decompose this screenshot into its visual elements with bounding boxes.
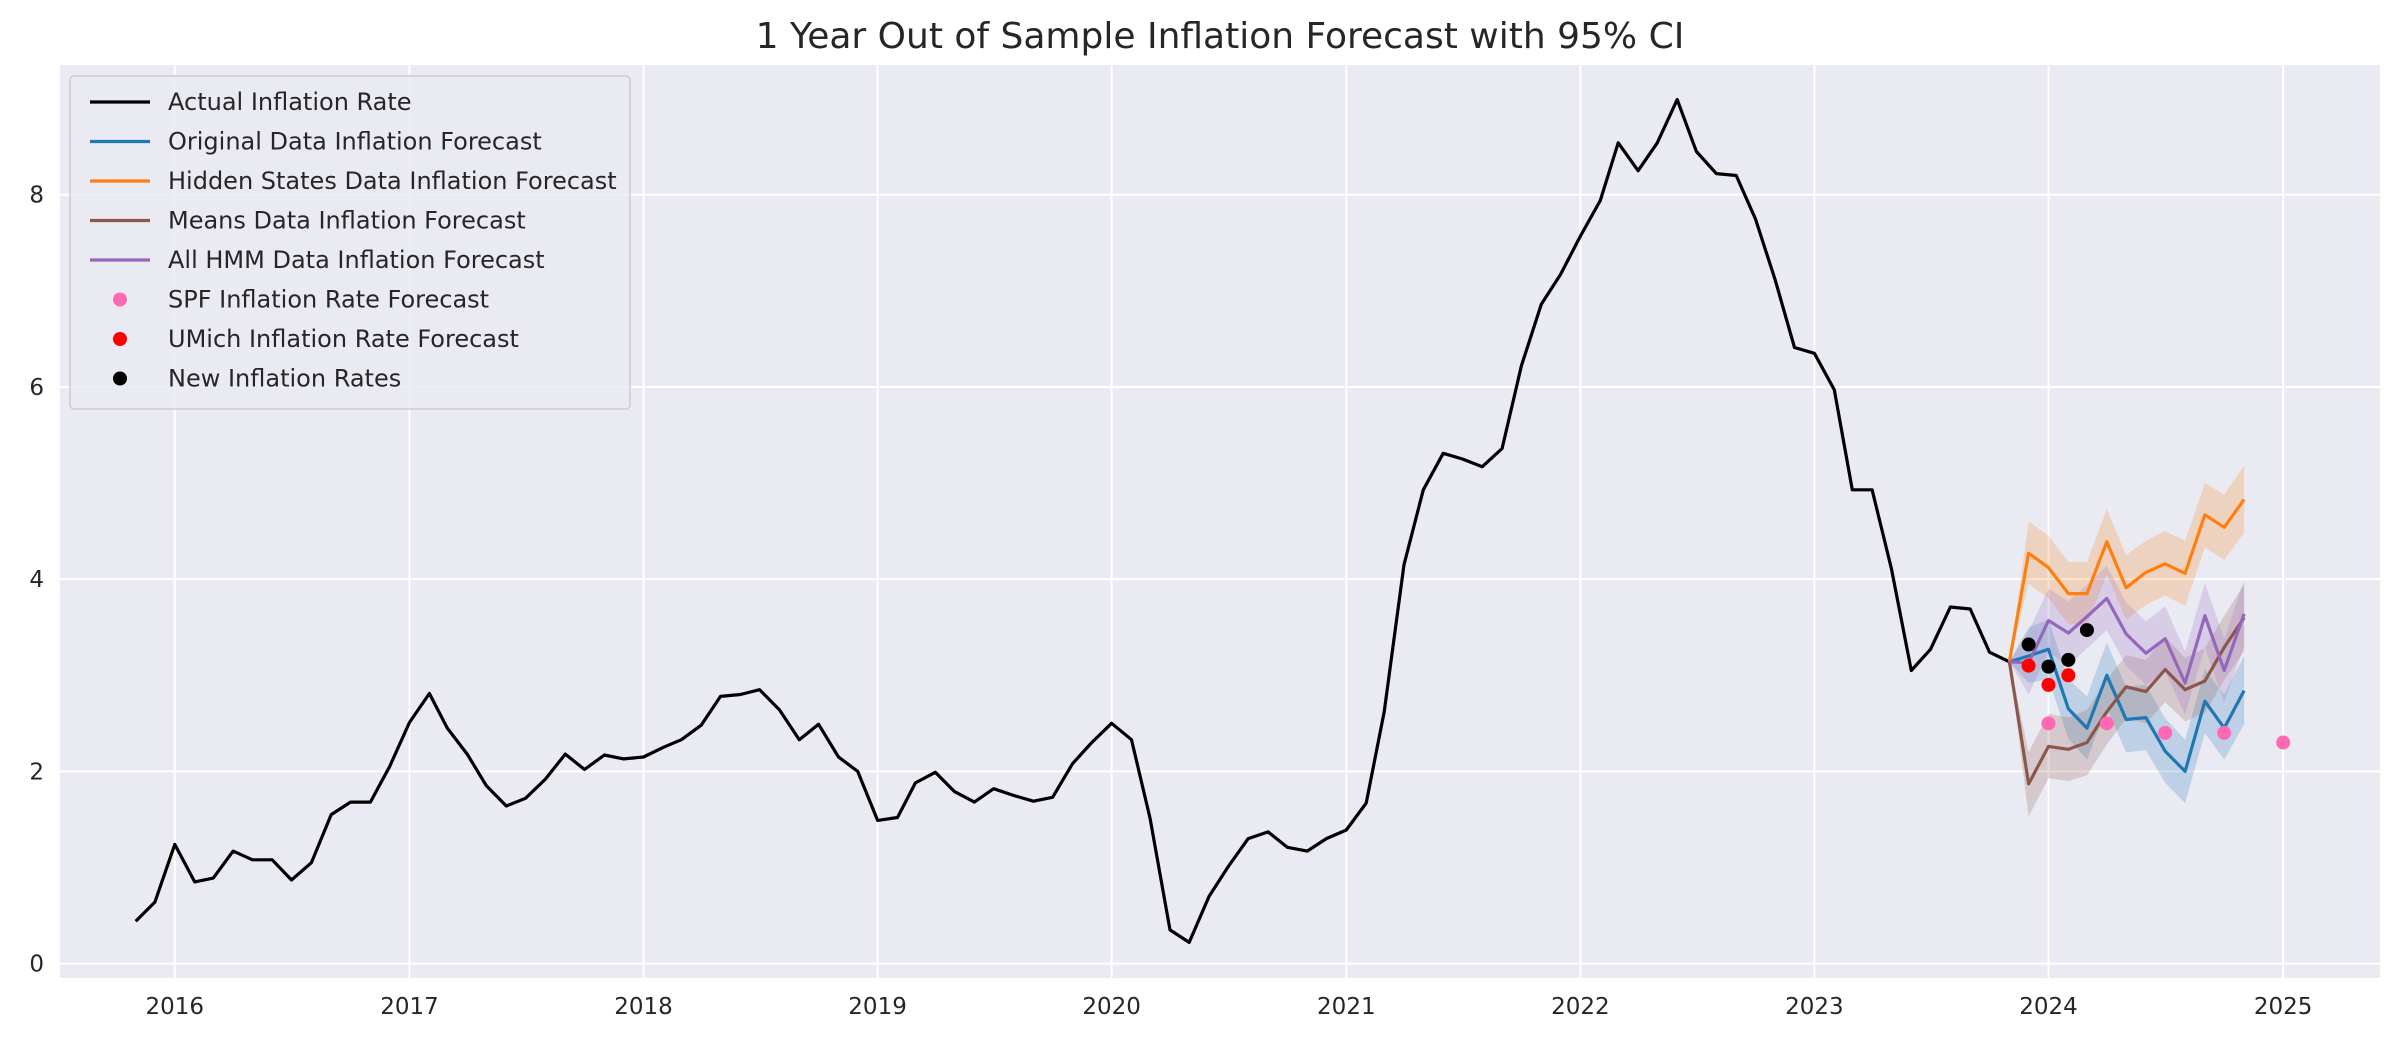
x-tick-label: 2018 [614,994,673,1020]
chart-title: 1 Year Out of Sample Inflation Forecast … [756,16,1685,57]
data-point [2099,716,2114,731]
y-tick-label: 4 [29,567,44,593]
legend-label: Actual Inflation Rate [168,88,412,116]
x-tick-label: 2017 [380,994,439,1020]
ci-band [2009,465,2245,662]
x-tick-label: 2019 [848,994,907,1020]
x-tick-label: 2023 [1785,994,1844,1020]
y-tick-label: 2 [29,759,44,785]
legend-swatch [113,292,127,307]
x-tick-label: 2025 [2254,994,2313,1020]
legend: Actual Inflation Rate Original Data Infla… [69,75,631,410]
series-markers [2021,623,2291,750]
data-point [2041,716,2056,731]
legend-swatch [113,371,127,386]
legend-label: New Inflation Rates [168,365,401,393]
legend-label: Means Data Inflation Forecast [168,207,526,235]
x-tick-label: 2021 [1317,994,1376,1020]
data-point [2079,623,2094,638]
data-point [2021,637,2036,652]
data-point [2041,677,2056,692]
tick-labels: 2016 2017 2018 2019 2020 2021 2022 2023 2024 2025… [29,183,2312,1020]
legend-label: UMich Inflation Rate Forecast [168,325,519,353]
data-point [2061,652,2076,667]
x-tick-label: 2016 [146,994,205,1020]
series-line [2007,498,2246,663]
legend-box [69,75,631,410]
legend-label: SPF Inflation Rate Forecast [168,286,489,314]
ci-band [2009,584,2245,817]
series-line [2007,616,2246,786]
data-point [2041,659,2056,674]
legend-swatch [113,332,127,346]
legend-label: Hidden States Data Inflation Forecast [168,167,617,195]
x-tick-label: 2022 [1551,994,1610,1020]
data-point [2217,725,2232,740]
data-point [2021,658,2036,673]
data-point [2276,735,2291,750]
x-tick-label: 2020 [1082,994,1141,1020]
x-tick-label: 2024 [2019,994,2078,1020]
y-tick-label: 6 [29,375,44,401]
data-point [2158,725,2173,740]
series-lines [134,97,2246,945]
y-tick-label: 8 [29,183,44,209]
legend-label: Original Data Inflation Forecast [168,128,542,156]
series-line [2009,596,2246,685]
legend-label: All HMM Data Inflation Forecast [168,246,545,274]
y-tick-label: 0 [29,952,44,978]
ci-band [2009,619,2245,804]
series-line [134,97,2011,945]
data-point [2061,668,2076,683]
series-line [2008,647,2246,774]
